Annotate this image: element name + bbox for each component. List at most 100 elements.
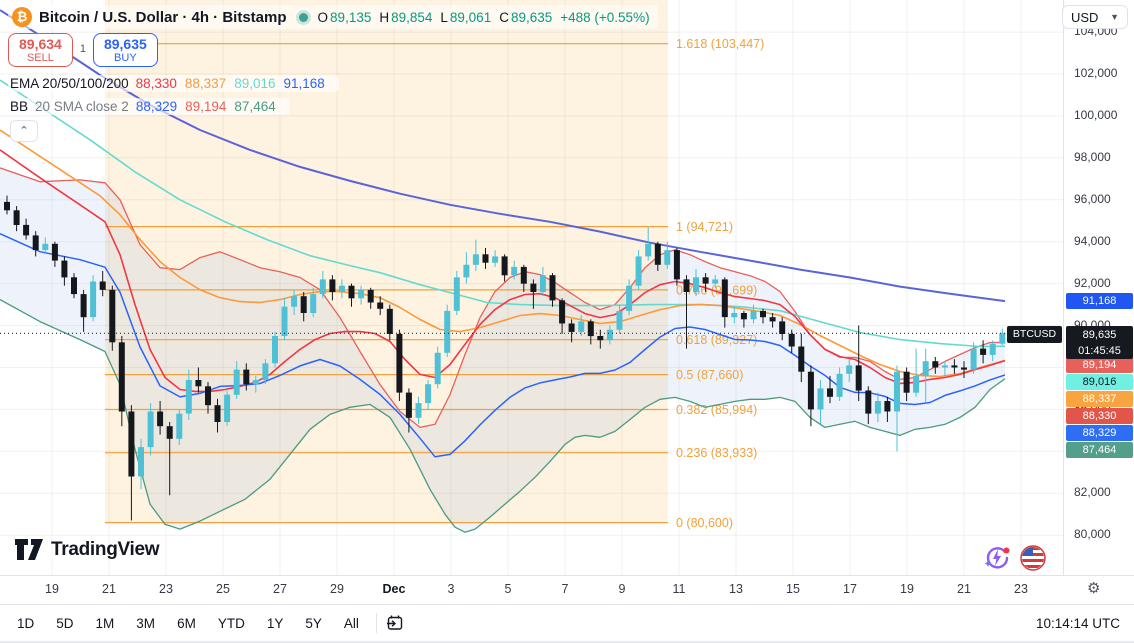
time-tick-label: 7 — [561, 582, 569, 596]
bb-value: 89,194 — [185, 99, 227, 114]
time-tick-label: 21 — [102, 582, 116, 596]
time-tick-label: 25 — [216, 582, 230, 596]
ema-value: 88,330 — [135, 76, 177, 91]
bitcoin-icon: ₿ — [12, 7, 32, 27]
buy-price: 89,635 — [103, 36, 147, 52]
time-tick-label: 11 — [672, 582, 686, 596]
time-tick-label: 5 — [504, 582, 512, 596]
fib-level-label: 0.618 (89,327) — [676, 333, 757, 347]
fib-level-label: 0 (80,600) — [676, 516, 733, 530]
range-button-5y[interactable]: 5Y — [305, 615, 322, 631]
bb-legend-values: 88,329 89,194 87,464 — [136, 99, 284, 114]
goto-date-button[interactable] — [385, 613, 405, 633]
range-button-3m[interactable]: 3M — [136, 615, 156, 631]
price-axis-chip: 88,337 — [1066, 391, 1133, 407]
open-value: 89,135 — [330, 9, 372, 25]
change-value: +488 (+0.55%) — [560, 9, 650, 25]
indicator-line-ema-20 — [0, 149, 1006, 393]
price-axis-chip: 88,330 — [1066, 408, 1133, 424]
fib-level-label: 1.618 (103,447) — [676, 37, 764, 51]
ema-value: 88,337 — [184, 76, 227, 91]
chevron-down-icon: ▼ — [1110, 12, 1119, 22]
low-value: 89,061 — [449, 9, 492, 25]
price-axis-chip: 89,194 — [1066, 357, 1133, 373]
price-tick-label: 94,000 — [1074, 233, 1111, 248]
time-tick-label: 27 — [273, 582, 287, 596]
sell-price: 89,634 — [19, 36, 62, 52]
ema-value: 89,016 — [234, 76, 276, 91]
time-tick-label: 29 — [330, 582, 344, 596]
chart-quick-icons — [983, 544, 1046, 572]
toolbar-divider — [375, 613, 377, 633]
price-tick-label: 100,000 — [1074, 107, 1118, 122]
high-value: 89,854 — [391, 9, 433, 25]
us-flag-icon[interactable] — [1020, 545, 1046, 571]
chart-canvas[interactable]: 1.618 (103,447) 1 (94,721) 0.786 (91,699) 0… — [0, 0, 1063, 575]
collapse-legend-button[interactable]: ⌃ — [10, 120, 38, 142]
timezone-settings-icon[interactable]: ⚙ — [1087, 580, 1101, 597]
time-tick-label: Dec — [382, 582, 406, 596]
range-buttons: 1D 5D 1M 3M 6M YTD 1Y 5Y All — [0, 612, 368, 635]
close-value: 89,635 — [510, 9, 553, 25]
range-button-1y[interactable]: 1Y — [266, 615, 284, 631]
time-tick-label: 13 — [729, 582, 743, 596]
ema-legend-title: EMA 20/50/100/200 — [10, 76, 129, 91]
price-tick-label: 92,000 — [1074, 275, 1111, 290]
symbol-legend-row: ₿ Bitcoin / U.S. Dollar · 4h · Bitstamp … — [8, 5, 658, 29]
price-tick-label: 96,000 — [1074, 191, 1111, 206]
bb-legend-params: 20 SMA close 2 — [35, 99, 129, 114]
indicator-line-bb-lower — [0, 299, 1006, 533]
currency-dropdown[interactable]: USD ▼ — [1062, 5, 1128, 29]
price-axis-chip: 87,464 — [1066, 442, 1133, 458]
sell-button[interactable]: 89,634 SELL — [8, 33, 73, 67]
range-button-1m[interactable]: 1M — [95, 615, 115, 631]
bb-value: 87,464 — [234, 99, 276, 114]
close-label: C — [499, 9, 509, 25]
range-button-ytd[interactable]: YTD — [217, 615, 245, 631]
bb-legend-title: BB — [10, 99, 29, 114]
fib-level-label: 1 (94,721) — [676, 220, 733, 234]
time-tick-label: 9 — [618, 582, 626, 596]
price-axis-chip: 91,168 — [1066, 293, 1133, 310]
candlestick-chart[interactable]: 1.618 (103,447) 1 (94,721) 0.786 (91,699) 0… — [0, 0, 1063, 580]
price-axis[interactable]: 104,000 102,000 100,000 98,000 96,000 94,000 9… — [1063, 0, 1134, 604]
bottom-toolbar: 1D 5D 1M 3M 6M YTD 1Y 5Y All 10:14:14 UTC — [0, 604, 1134, 643]
buy-label: BUY — [114, 52, 137, 64]
price-tick-label: 98,000 — [1074, 149, 1111, 164]
spread-value: 1 — [79, 43, 86, 55]
fib-level-label: 0.5 (87,660) — [676, 368, 743, 382]
currency-value: USD — [1071, 9, 1099, 25]
tradingview-logo[interactable]: TradingView — [14, 538, 160, 561]
trade-buttons: 89,634 SELL 1 89,635 BUY — [8, 33, 158, 67]
ai-assistant-icon[interactable] — [983, 544, 1011, 572]
indicator-line-ema-50 — [0, 129, 1006, 378]
price-tick-label: 80,000 — [1074, 527, 1111, 542]
bb-legend-row[interactable]: BB 20 SMA close 2 88,329 89,194 87,464 — [8, 98, 290, 115]
range-button-5d[interactable]: 5D — [56, 615, 74, 631]
time-tick-label: 3 — [447, 582, 455, 596]
range-button-6m[interactable]: 6M — [177, 615, 196, 631]
ema-legend-row[interactable]: EMA 20/50/100/200 88,330 88,337 89,016 91,1… — [8, 75, 339, 92]
buy-button[interactable]: 89,635 BUY — [92, 33, 158, 67]
symbol-title[interactable]: Bitcoin / U.S. Dollar · 4h · Bitstamp — [39, 8, 287, 26]
current-price-symbol-tag: BTCUSD — [1007, 326, 1062, 343]
market-status-icon[interactable] — [298, 12, 308, 22]
fib-level-label: 0.382 (85,994) — [676, 403, 757, 417]
fib-level-label: 0.236 (83,933) — [676, 446, 757, 460]
time-tick-label: 19 — [45, 582, 59, 596]
open-label: O — [317, 9, 329, 25]
bar-countdown: 01:45:45 — [1078, 345, 1121, 358]
time-tick-label: 19 — [900, 582, 914, 596]
range-button-1d[interactable]: 1D — [17, 615, 35, 631]
price-axis-chip: 88,329 — [1066, 425, 1133, 441]
utc-clock[interactable]: 10:14:14 UTC — [1035, 616, 1120, 631]
time-axis[interactable]: ⚙ 19 21 23 25 27 29 Dec 3 5 7 9 11 13 15 17 19 21 23 — [0, 575, 1134, 604]
current-price-value: 89,635 — [1082, 329, 1117, 342]
price-axis-chip: 89,016 — [1066, 374, 1133, 390]
current-price-chip: 89,635 01:45:45 — [1066, 326, 1133, 360]
bb-value: 88,329 — [135, 99, 178, 114]
calendar-icon — [386, 615, 403, 630]
time-tick-label: 23 — [1014, 582, 1028, 596]
range-button-all[interactable]: All — [343, 615, 359, 631]
high-label: H — [379, 9, 390, 25]
